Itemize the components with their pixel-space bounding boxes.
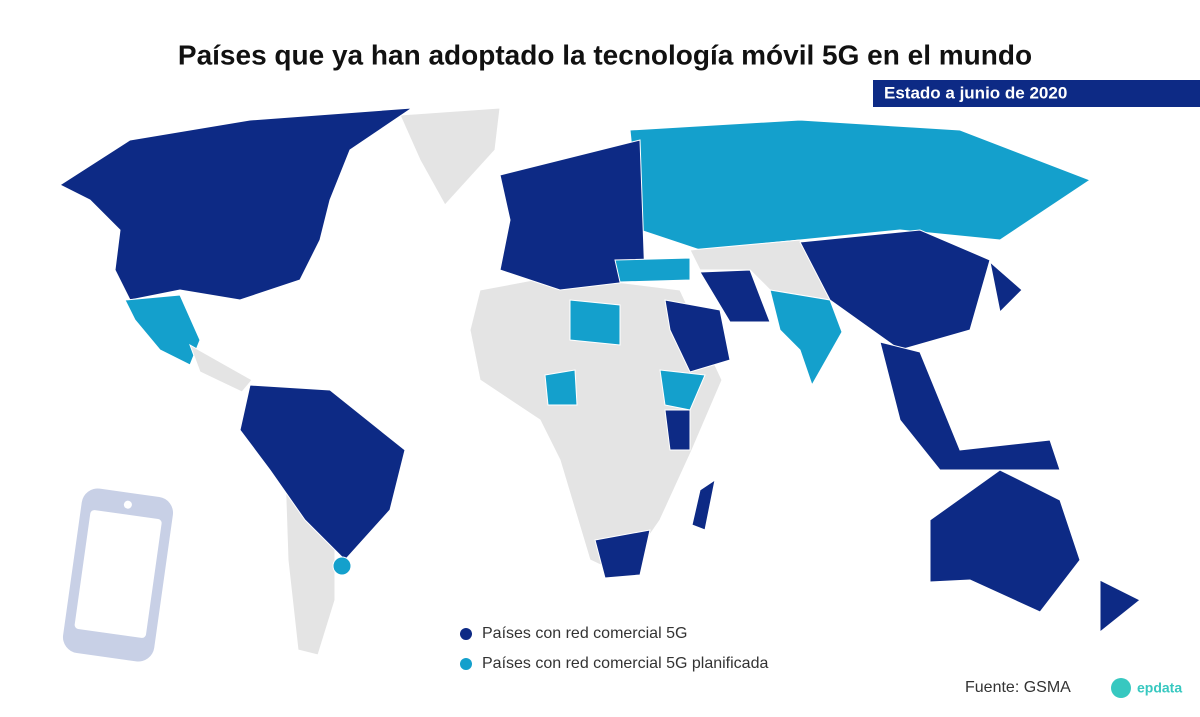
logo: epdata: [1137, 680, 1182, 696]
kenya: [664, 409, 691, 451]
greenland: [399, 107, 501, 206]
turkey: [614, 257, 691, 283]
legend: Países con red comercial 5G Países con re…: [460, 625, 768, 672]
saudi-arabia: [664, 299, 731, 373]
japan: [989, 260, 1023, 314]
europe: [499, 139, 646, 291]
madagascar: [691, 478, 716, 531]
libya: [569, 299, 621, 346]
north-america: [58, 107, 414, 301]
source: Fuente: GSMA: [965, 679, 1071, 696]
iran: [699, 269, 771, 323]
map: [58, 107, 1141, 656]
legend-label: Países con red comercial 5G: [482, 625, 687, 642]
central-america: [189, 343, 253, 393]
south-america-north: [239, 384, 406, 561]
subtitle: Estado a junio de 2020: [884, 83, 1067, 102]
uruguay: [332, 556, 352, 576]
subtitle-box: [873, 80, 1200, 107]
legend-marker: [460, 658, 472, 670]
india: [769, 289, 843, 387]
legend-label: Países con red comercial 5G planificada: [482, 655, 768, 672]
phone-icon: [62, 488, 174, 662]
mexico: [124, 294, 201, 366]
china: [799, 229, 991, 351]
legend-marker: [460, 628, 472, 640]
southeast-asia: [879, 341, 1061, 471]
title: Países que ya han adoptado la tecnología…: [178, 39, 1032, 70]
south-africa: [594, 529, 651, 579]
russia: [629, 119, 1092, 251]
australia: [929, 469, 1081, 613]
logo-icon: [1111, 678, 1131, 698]
nigeria: [544, 369, 578, 406]
new-zealand: [1099, 579, 1141, 634]
